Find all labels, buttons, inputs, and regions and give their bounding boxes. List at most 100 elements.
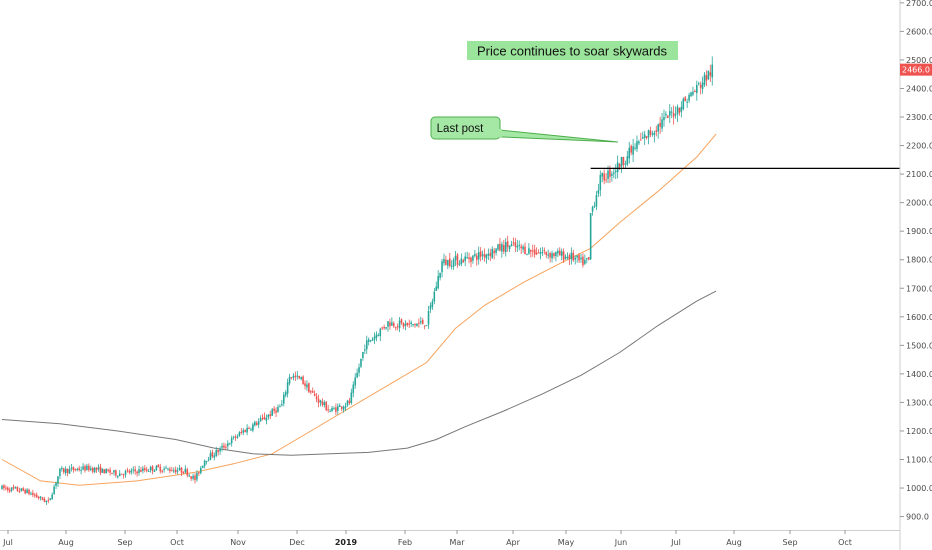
- candle-body: [24, 489, 26, 494]
- candle-body: [358, 367, 360, 373]
- candle-body: [445, 259, 447, 265]
- candle-body: [155, 465, 158, 471]
- candle-body: [281, 404, 283, 406]
- candle-body: [524, 246, 526, 255]
- candle-body: [161, 470, 163, 472]
- candle-body: [707, 70, 710, 80]
- candle-body: [462, 260, 465, 263]
- candle-body: [66, 468, 69, 473]
- candle-body: [257, 421, 260, 425]
- candle-body: [219, 448, 221, 452]
- candle-body: [184, 468, 187, 473]
- last-post-annotation[interactable]: Last post: [430, 116, 619, 143]
- candle-body: [115, 470, 117, 476]
- candle-body: [172, 470, 175, 472]
- candle-body: [460, 258, 463, 265]
- candle-body: [568, 255, 571, 260]
- candle-body: [649, 130, 652, 135]
- candle-body: [22, 488, 25, 491]
- candle-body: [232, 436, 235, 438]
- candle-body: [663, 117, 665, 121]
- x-tick-label: Oct: [170, 538, 184, 547]
- candle-body: [246, 427, 248, 433]
- candle-body: [425, 325, 428, 327]
- candle-body: [499, 243, 501, 251]
- y-tick-label: 2000.0: [906, 199, 932, 208]
- candle-body: [491, 248, 494, 258]
- headline-annotation[interactable]: Price continues to soar skywards: [467, 41, 678, 60]
- candle-body: [400, 319, 403, 323]
- candle-body: [659, 122, 661, 127]
- candle-body: [120, 473, 123, 475]
- candle-body: [483, 254, 486, 258]
- candle-body: [252, 424, 254, 431]
- candle-body: [528, 248, 530, 254]
- candle-body: [298, 375, 301, 378]
- candle-body: [284, 392, 287, 396]
- candle-body: [354, 377, 356, 386]
- candle-body: [82, 466, 84, 470]
- candle-body: [510, 244, 513, 247]
- candle-body: [194, 475, 196, 481]
- candle-body: [381, 327, 384, 329]
- candle-body: [109, 469, 111, 473]
- candle-body: [217, 450, 219, 453]
- candle-body: [261, 417, 264, 419]
- candle-body: [443, 258, 445, 264]
- candle-body: [140, 469, 142, 472]
- candle-body: [591, 206, 594, 212]
- candle-body: [151, 466, 154, 471]
- candle-body: [248, 428, 250, 430]
- candle-body: [41, 497, 44, 500]
- candle-body: [35, 494, 38, 498]
- candle-body: [59, 468, 61, 476]
- candle-body: [379, 328, 382, 336]
- candle-body: [441, 261, 443, 273]
- candle-body: [508, 245, 511, 249]
- candle-body: [32, 492, 34, 495]
- candle-body: [566, 256, 569, 259]
- candle-body: [265, 418, 268, 421]
- candle-body: [497, 244, 499, 250]
- candle-body: [70, 467, 73, 469]
- candle-body: [34, 494, 36, 496]
- candle-body: [223, 445, 225, 448]
- candle-body: [570, 252, 573, 260]
- candle-body: [555, 252, 557, 257]
- candle-body: [624, 163, 627, 165]
- candle-body: [275, 410, 277, 413]
- candle-body: [676, 106, 679, 115]
- x-tick-label: Jul: [2, 538, 13, 547]
- candle-body: [86, 465, 88, 470]
- candle-body: [410, 322, 412, 324]
- candle-body: [198, 472, 200, 474]
- y-tick-label: 2600.0: [906, 27, 932, 36]
- y-tick-label: 2100.0: [906, 170, 932, 179]
- candle-body: [458, 263, 461, 265]
- candle-body: [605, 179, 607, 181]
- candle-body: [180, 467, 183, 473]
- candle-body: [167, 468, 169, 470]
- candle-body: [157, 464, 160, 468]
- candle-body: [684, 97, 687, 102]
- y-tick-label: 1800.0: [906, 256, 932, 265]
- x-tick-label: Aug: [58, 538, 74, 547]
- x-tick-label: Feb: [398, 538, 412, 547]
- x-tick-label: Oct: [838, 538, 852, 547]
- candle-body: [323, 402, 326, 406]
- candle-body: [263, 416, 266, 420]
- x-tick-label: Sep: [117, 538, 132, 547]
- candle-body: [30, 493, 32, 495]
- moving-averages: [1, 133, 717, 486]
- candle-body: [14, 487, 17, 489]
- y-tick-label: 1600.0: [906, 313, 932, 322]
- candle-body: [645, 136, 648, 139]
- candle-body: [657, 124, 659, 132]
- candle-body: [277, 406, 279, 412]
- candle-body: [10, 487, 13, 491]
- candle-body: [8, 489, 11, 492]
- candle-body: [182, 471, 185, 474]
- candle-body: [447, 260, 449, 266]
- candle-body: [562, 251, 565, 261]
- candle-body: [466, 257, 468, 259]
